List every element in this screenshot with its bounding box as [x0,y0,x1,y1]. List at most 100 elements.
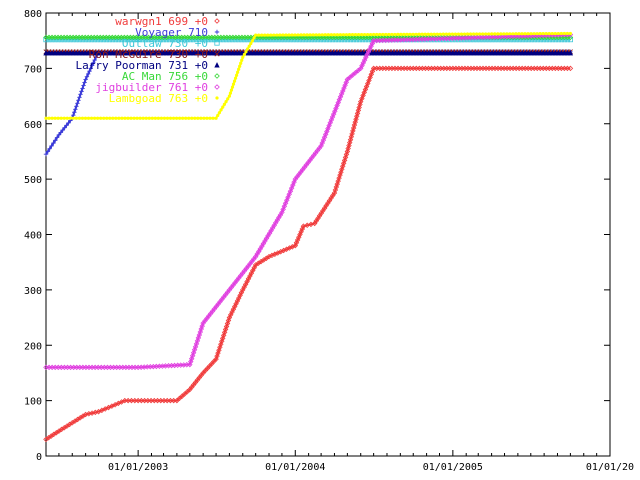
data-point [117,116,121,120]
data-point [123,116,127,120]
data-point [471,32,476,36]
data-point [490,32,494,36]
data-point [89,63,95,68]
data-point [329,33,333,37]
data-point [214,51,220,57]
data-point [74,104,79,109]
data-point [345,145,351,152]
y-tick-label: 200 [24,341,42,352]
data-point [56,132,62,138]
data-point [349,131,355,137]
data-point [565,31,569,36]
data-point [240,58,244,62]
data-point [232,79,237,83]
data-point [88,66,93,71]
data-point [299,33,303,37]
data-point [219,108,223,112]
data-point [242,52,246,57]
legend-label: jigbuilder 761 +0 [95,81,208,94]
data-point [102,116,106,120]
data-point [92,57,97,63]
data-point [435,32,439,36]
data-point [80,116,85,120]
data-point [339,166,345,173]
data-point [83,77,88,82]
data-point [222,102,227,106]
data-point [378,32,382,37]
data-point [357,101,363,108]
data-point [99,116,103,120]
data-point [423,32,427,36]
data-point [114,116,118,120]
data-point [156,116,160,120]
data-point [245,47,250,51]
data-point [82,80,87,85]
data-point [84,74,90,79]
data-point [339,163,346,170]
data-point [352,119,358,125]
data-point [224,100,228,104]
data-point [381,32,385,37]
data-point [353,116,359,122]
data-point [344,33,349,37]
data-point [544,32,548,36]
data-point [281,33,285,37]
data-point [462,32,467,36]
data-point [426,32,430,36]
data-point [550,31,554,36]
legend-label: Larry Poorman 731 +0 [76,59,208,72]
data-point [214,18,220,24]
data-point [348,134,355,140]
data-point [478,32,482,36]
data-point [338,169,344,175]
data-point [275,33,279,37]
data-point [108,116,112,120]
data-point [396,32,400,36]
data-point [147,116,151,120]
data-point [547,32,551,36]
data-point [341,33,346,37]
data-point [520,32,524,36]
data-point [511,32,515,36]
data-point [51,140,56,146]
data-point [230,85,235,89]
data-point [399,32,403,36]
data-point [247,44,251,48]
data-point [132,116,136,120]
data-point [341,157,348,164]
data-point [231,82,236,86]
data-point [234,73,239,77]
data-point [226,97,230,101]
data-point [347,136,354,143]
data-point [217,111,221,115]
data-point [393,32,397,37]
data-point [556,31,560,36]
data-point [326,33,330,37]
data-point [214,62,220,68]
data-point [211,116,215,120]
data-point [252,36,256,40]
data-point [50,116,54,120]
data-point [178,116,182,120]
data-point [408,32,412,36]
data-point [420,32,424,36]
data-point [562,31,566,36]
data-point [350,125,357,131]
data-point [150,116,154,120]
data-point [293,33,297,37]
data-point [484,32,488,36]
data-point [402,32,406,36]
data-point [141,116,145,120]
data-point [44,116,48,120]
data-point [138,116,142,120]
data-point [47,146,52,151]
data-point [214,40,220,46]
data-point [64,123,69,128]
data-point [474,32,479,36]
data-point [359,32,364,37]
data-point [338,33,343,37]
data-point [356,104,362,111]
data-point [190,116,194,120]
data-point [308,33,312,37]
data-point [269,33,273,37]
